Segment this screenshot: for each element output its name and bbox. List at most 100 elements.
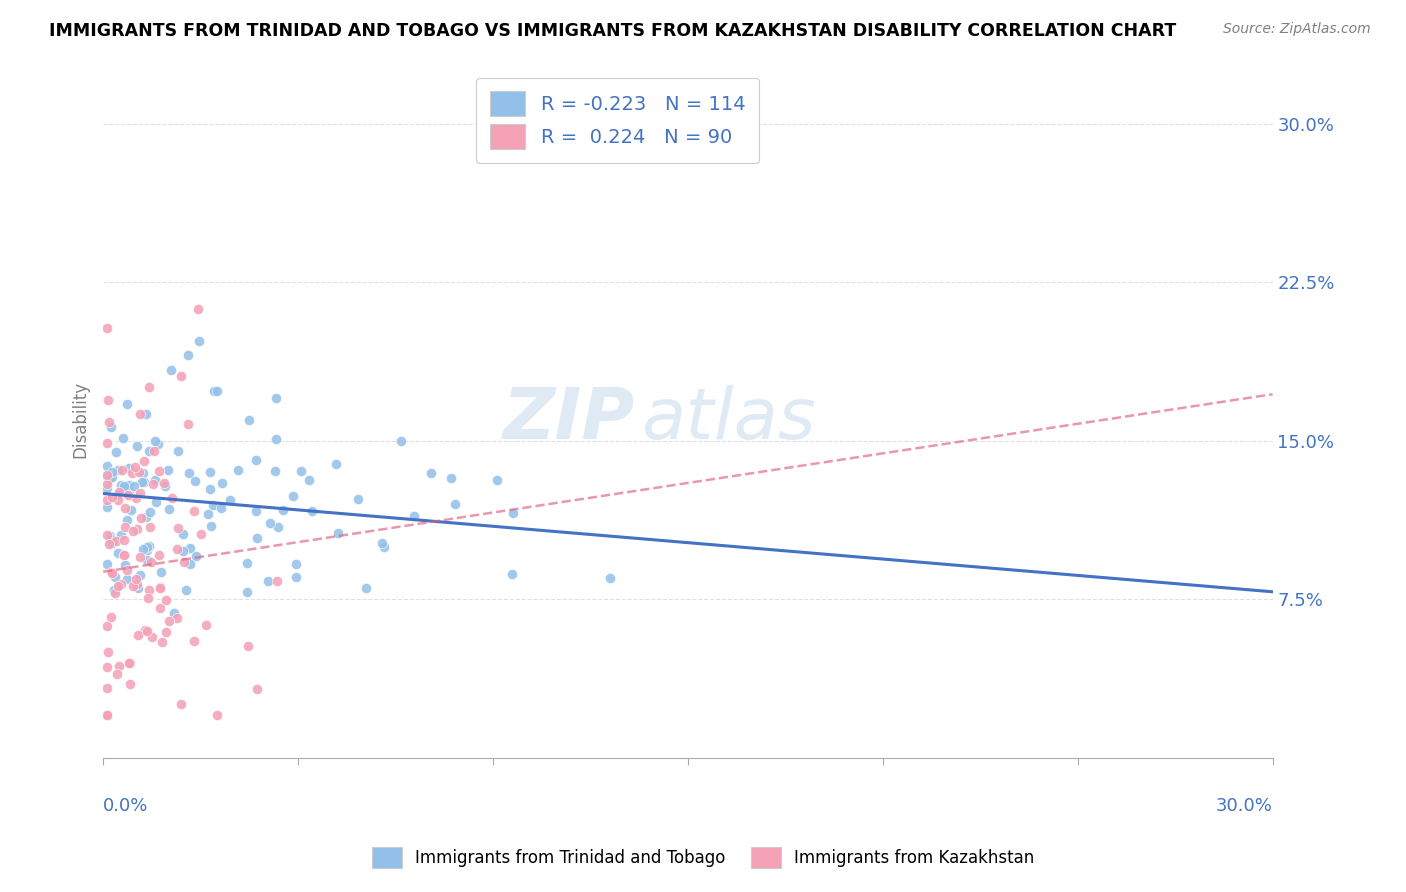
Point (96, 321, 118, 335)
Point (129, 567, 152, 582)
Point (131, 475, 153, 489)
Point (105, 534, 128, 549)
Point (135, 510, 157, 524)
Point (176, 348, 198, 362)
Point (132, 475, 155, 489)
Point (111, 483, 134, 497)
Point (159, 614, 181, 628)
Text: Source: ZipAtlas.com: Source: ZipAtlas.com (1223, 22, 1371, 37)
Point (370, 536, 392, 550)
Point (167, 443, 190, 458)
Point (115, 513, 138, 527)
Point (107, 579, 129, 593)
Point (96, 469, 118, 483)
Point (97, 469, 120, 483)
Point (301, 504, 323, 518)
Point (100, 565, 122, 579)
Point (139, 505, 162, 519)
Y-axis label: Disability: Disability (72, 381, 89, 458)
Point (125, 439, 148, 453)
Point (122, 479, 145, 493)
Point (100, 532, 122, 546)
Point (197, 507, 219, 521)
Point (166, 611, 188, 625)
Point (96, 477, 118, 491)
Point (226, 463, 249, 477)
Point (177, 466, 200, 480)
Point (209, 500, 232, 515)
Point (101, 566, 124, 580)
Point (127, 522, 149, 536)
Point (146, 437, 169, 451)
Point (127, 628, 149, 642)
Point (103, 586, 125, 600)
Point (96, 493, 118, 508)
Point (110, 477, 132, 491)
Text: 30.0%: 30.0% (1216, 797, 1272, 814)
Point (238, 413, 260, 427)
Point (136, 541, 159, 555)
Point (112, 548, 135, 562)
Point (120, 502, 142, 516)
Point (114, 558, 136, 572)
Point (100, 610, 122, 624)
Point (103, 582, 125, 597)
Point (97, 392, 120, 407)
Point (139, 520, 162, 534)
Point (166, 542, 188, 557)
Point (112, 533, 135, 548)
Point (112, 549, 135, 563)
Point (97, 644, 120, 658)
Point (128, 408, 150, 422)
Point (124, 460, 146, 475)
Point (149, 580, 172, 594)
Point (402, 509, 425, 524)
Point (328, 525, 350, 540)
Point (136, 591, 159, 606)
Point (179, 541, 201, 556)
Text: 0.0%: 0.0% (103, 797, 149, 814)
Point (115, 563, 138, 577)
Point (101, 465, 124, 479)
Point (167, 521, 190, 535)
Point (444, 497, 467, 511)
Point (257, 574, 280, 588)
Point (135, 542, 157, 557)
Point (169, 368, 191, 383)
Point (115, 572, 138, 586)
Point (104, 570, 127, 584)
Point (96, 468, 118, 483)
Point (110, 577, 132, 591)
Point (115, 397, 138, 411)
Point (129, 550, 152, 565)
Point (101, 536, 124, 550)
Point (105, 445, 128, 459)
Point (96, 458, 118, 473)
Point (132, 454, 155, 468)
Point (245, 452, 267, 467)
Point (128, 465, 150, 479)
Text: ZIP: ZIP (503, 385, 636, 454)
Point (111, 463, 134, 477)
Point (132, 466, 155, 480)
Point (157, 463, 180, 477)
Point (246, 531, 269, 545)
Point (186, 302, 208, 317)
Point (118, 677, 141, 691)
Point (107, 546, 129, 560)
Point (96, 481, 118, 495)
Point (108, 658, 131, 673)
Point (97, 472, 120, 486)
Point (96, 619, 118, 633)
Point (149, 600, 172, 615)
Point (152, 476, 174, 491)
Point (139, 555, 162, 569)
Point (136, 624, 159, 638)
Point (118, 485, 141, 500)
Point (125, 577, 148, 591)
Point (184, 549, 207, 563)
Point (219, 493, 242, 508)
Point (143, 434, 166, 448)
Point (264, 391, 287, 405)
Point (101, 491, 124, 505)
